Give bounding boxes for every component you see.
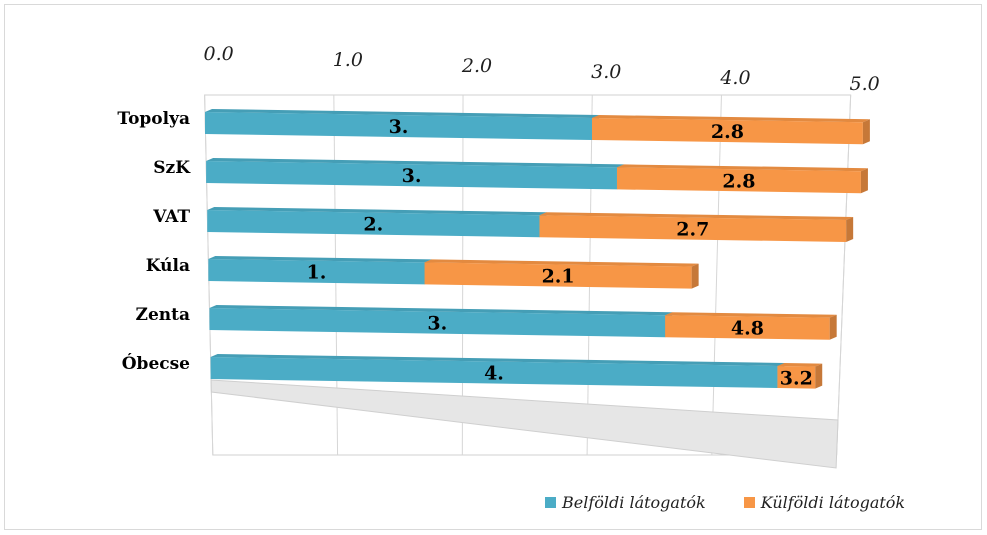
bar-segment-kulfoldi-1 xyxy=(616,164,868,194)
data-label-belfoldi-1: 3. xyxy=(402,165,422,187)
bar-end xyxy=(860,168,868,194)
bar-top xyxy=(210,354,785,366)
bar-face xyxy=(206,161,617,190)
bar-top xyxy=(209,305,673,316)
category-label: Kúla xyxy=(146,256,190,276)
data-labels: 3. 2.8 3. 2.8 2. 2.7 1. 2.1 3. 4.8 4. 3.2 xyxy=(307,116,813,389)
bar-segment-kulfoldi-3 xyxy=(424,259,699,289)
x-tick-label: 1.0 xyxy=(333,49,363,71)
bar-top xyxy=(539,212,854,220)
x-tick-label: 3.0 xyxy=(591,61,621,83)
bar-top xyxy=(206,158,624,168)
bar-top xyxy=(665,312,837,318)
bar-end xyxy=(691,263,699,289)
data-label-kulfoldi-5: 3.2 xyxy=(780,367,813,389)
bar-top xyxy=(207,207,547,216)
legend-item-kulfoldi: Külföldi látogatók xyxy=(743,493,906,512)
data-label-kulfoldi-1: 2.8 xyxy=(722,170,755,192)
bar-top xyxy=(616,164,868,172)
category-label: VAT xyxy=(152,207,190,227)
gridline xyxy=(711,94,722,456)
legend-label-belfoldi: Belföldi látogatók xyxy=(562,493,706,512)
bar-segment-kulfoldi-5 xyxy=(777,363,823,389)
data-label-kulfoldi-0: 2.8 xyxy=(711,121,744,143)
data-label-kulfoldi-2: 2.7 xyxy=(676,219,709,241)
bar-end xyxy=(815,363,823,389)
data-label-belfoldi-5: 4. xyxy=(484,363,504,385)
legend-swatch-belfoldi xyxy=(545,497,556,508)
bar-end xyxy=(829,314,837,340)
data-label-belfoldi-4: 3. xyxy=(427,313,447,335)
bar-segment-kulfoldi-4 xyxy=(665,312,837,340)
bar-face xyxy=(205,112,592,140)
bar-end xyxy=(862,119,870,145)
bar-top xyxy=(777,363,823,367)
bar-face xyxy=(539,215,847,242)
bar-face xyxy=(665,315,830,340)
gridline xyxy=(836,94,852,456)
data-label-kulfoldi-3: 2.1 xyxy=(542,266,575,288)
bar-face xyxy=(777,366,816,389)
chart-frame xyxy=(4,4,982,530)
bar-segment-kulfoldi-0 xyxy=(592,115,870,145)
x-tick-label: 0.0 xyxy=(204,43,234,65)
legend-swatch-kulfoldi xyxy=(743,497,755,508)
category-label: Óbecse xyxy=(122,353,190,374)
bar-face xyxy=(592,118,863,145)
bar-top xyxy=(592,115,870,123)
x-tick-label: 2.0 xyxy=(461,55,492,77)
x-tick-label: 4.0 xyxy=(719,67,750,89)
bar-top xyxy=(205,109,599,118)
category-label: Zenta xyxy=(136,305,190,325)
bar-face xyxy=(207,210,540,238)
data-label-belfoldi-3: 1. xyxy=(307,262,327,284)
bar-face xyxy=(210,357,778,388)
bar-face xyxy=(616,167,861,194)
bar-top xyxy=(424,259,699,267)
data-label-belfoldi-2: 2. xyxy=(363,214,383,236)
chart-floor xyxy=(210,379,839,469)
floor-plane xyxy=(210,379,839,469)
category-labels: Topolya SzK VAT Kúla Zenta Óbecse xyxy=(117,109,191,374)
x-tick-label: 5.0 xyxy=(850,73,880,95)
legend: Belföldi látogatók Külföldi látogatók xyxy=(545,493,943,512)
legend-item-belfoldi: Belföldi látogatók xyxy=(545,493,706,512)
bar-face xyxy=(209,308,666,338)
bar-segment-kulfoldi-2 xyxy=(539,212,854,242)
data-label-belfoldi-0: 3. xyxy=(389,116,409,138)
data-label-kulfoldi-4: 4.8 xyxy=(731,318,764,340)
category-label: Topolya xyxy=(117,109,190,129)
bar-end xyxy=(846,217,854,242)
bar-top xyxy=(208,256,432,263)
x-tick-labels: 0.0 1.0 2.0 3.0 4.0 5.0 xyxy=(204,43,880,95)
bar-face xyxy=(424,262,692,289)
legend-label-kulfoldi: Külföldi látogatók xyxy=(760,493,906,512)
bars xyxy=(205,109,870,389)
bar-face xyxy=(208,259,425,285)
category-label: SzK xyxy=(153,158,191,178)
